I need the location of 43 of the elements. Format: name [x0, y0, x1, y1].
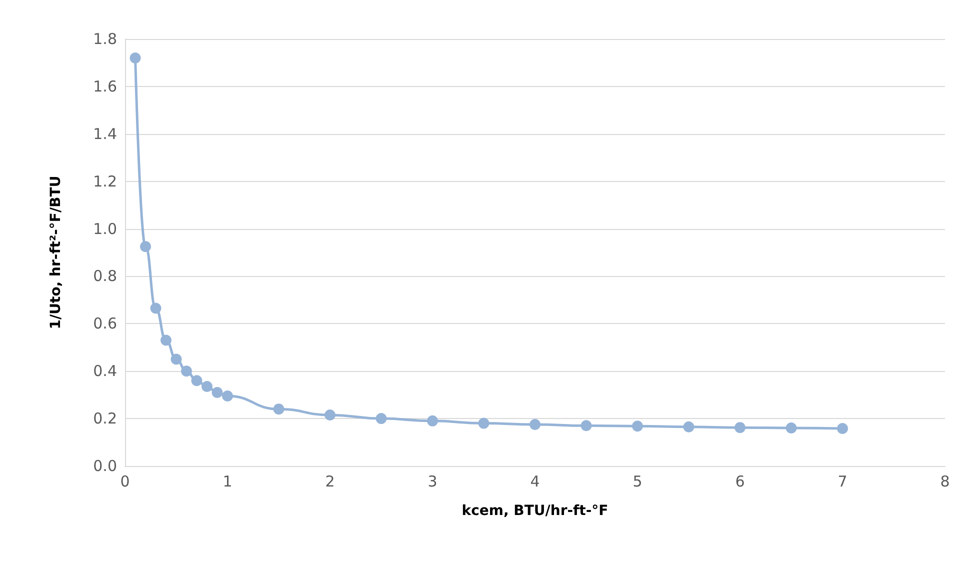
x-tick-label: 7: [838, 472, 848, 490]
y-tick-label: 1.4: [93, 124, 117, 143]
point: [683, 421, 694, 432]
point: [202, 381, 212, 392]
point: [427, 415, 438, 426]
point: [170, 354, 182, 365]
x-tick-label: 3: [428, 472, 438, 490]
x-tick-label: 5: [632, 472, 642, 490]
point: [376, 413, 387, 424]
x-axis-title: kcem, BTU/hr-ft-°F: [462, 503, 608, 519]
point: [530, 418, 540, 430]
y-tick-label: 1.6: [93, 77, 117, 96]
y-axis-title: 1/Uto, hr-ft²-°F/BTU: [48, 176, 64, 330]
point: [160, 334, 172, 346]
point: [181, 366, 192, 377]
point: [580, 420, 592, 432]
y-tick-label: 1.8: [93, 30, 117, 48]
point: [324, 410, 336, 420]
point: [130, 52, 141, 64]
point: [734, 422, 746, 434]
x-tick-label: 6: [735, 472, 745, 490]
point: [837, 423, 848, 434]
x-tick-label: 2: [325, 472, 335, 490]
point: [222, 390, 233, 402]
y-tick-label: 0.2: [93, 410, 117, 428]
x-tick-label: 0: [120, 472, 130, 490]
point: [786, 422, 797, 434]
y-tick-label: 1.2: [93, 172, 117, 190]
point: [212, 386, 223, 398]
point: [150, 302, 162, 314]
point: [632, 420, 643, 432]
y-tick-label: 0.0: [93, 457, 117, 475]
point: [478, 418, 490, 429]
point: [140, 241, 151, 252]
x-tick-label: 1: [222, 472, 232, 490]
y-tick-label: 0.6: [93, 314, 117, 333]
x-tick-label: 4: [530, 472, 540, 490]
y-tick-label: 0.8: [93, 267, 117, 286]
y-tick-label: 1.0: [93, 220, 117, 238]
point: [191, 375, 202, 386]
x-tick-label: 8: [940, 472, 950, 490]
y-tick-label: 0.4: [93, 362, 117, 380]
point: [273, 404, 284, 415]
